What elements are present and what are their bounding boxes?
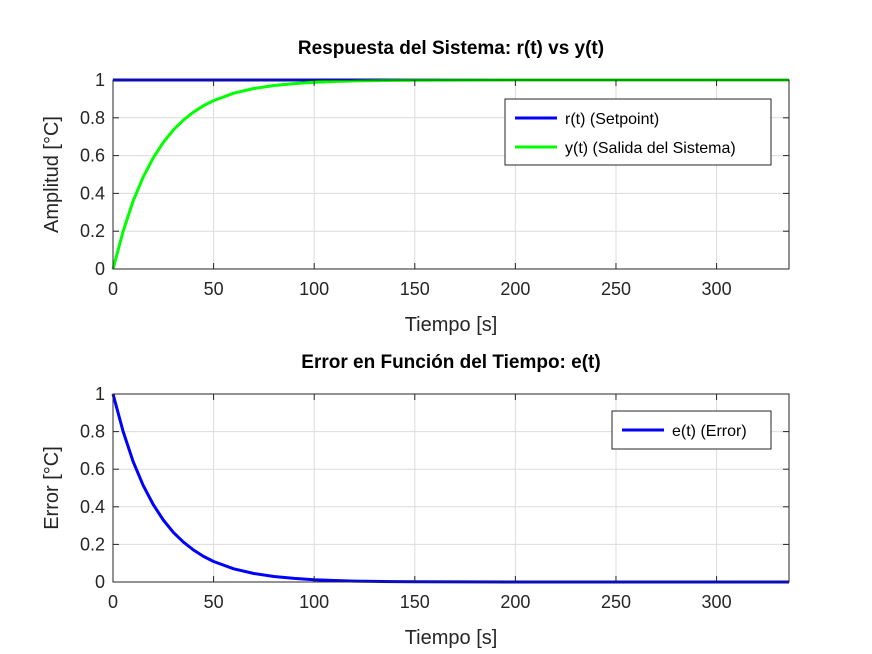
- x-tick-label: 200: [500, 592, 530, 612]
- x-axis-label-error: Tiempo [s]: [405, 627, 498, 649]
- y-tick-label: 0.2: [80, 221, 105, 241]
- x-tick-label: 0: [108, 279, 118, 299]
- y-tick-label: 1: [95, 384, 105, 404]
- x-tick-label: 150: [400, 592, 430, 612]
- x-tick-label: 200: [500, 279, 530, 299]
- x-tick-label: 50: [204, 279, 224, 299]
- y-axis-label-error: Error [°C]: [41, 446, 63, 530]
- ticks-error: 0 50 100 150 200 250 300 0 0.2 0.4 0.6 0.8 1: [80, 384, 789, 612]
- x-tick-label: 50: [204, 592, 224, 612]
- chart-title-response: Respuesta del Sistema: r(t) vs y(t): [298, 38, 604, 59]
- y-axis-label-response: Amplitud [°C]: [41, 116, 63, 233]
- x-tick-label: 150: [400, 279, 430, 299]
- axes-frame-response: [112, 79, 790, 270]
- y-tick-label: 0: [95, 572, 105, 592]
- y-tick-label: 0.4: [80, 183, 105, 203]
- x-tick-label: 0: [108, 592, 118, 612]
- legend-entry: r(t) (Setpoint): [565, 111, 659, 128]
- y-tick-label: 0.4: [80, 497, 105, 517]
- y-tick-label: 0.8: [80, 422, 105, 442]
- axes-frame-error: [112, 393, 790, 583]
- legend-error: e(t) (Error): [611, 410, 772, 450]
- x-tick-label: 250: [601, 279, 631, 299]
- y-tick-label: 0: [95, 259, 105, 279]
- x-tick-label: 300: [702, 279, 732, 299]
- x-tick-label: 100: [299, 279, 329, 299]
- x-axis-label-response: Tiempo [s]: [405, 314, 498, 336]
- ticks-response: 0 50 100 150 200 250 300 0 0.2 0.4 0.6 0.8 1: [80, 70, 789, 299]
- legend-box: [504, 98, 772, 166]
- legend-entry: e(t) (Error): [672, 423, 747, 440]
- legend-response: r(t) (Setpoint) y(t) (Salida del Sistema): [504, 98, 772, 166]
- x-tick-label: 100: [299, 592, 329, 612]
- chart-title-error: Error en Función del Tiempo: e(t): [301, 352, 600, 373]
- y-tick-label: 1: [95, 70, 105, 90]
- legend-entry: y(t) (Salida del Sistema): [565, 140, 736, 157]
- y-tick-label: 0.2: [80, 534, 105, 554]
- subplot-response: 0 50 100 150 200 250 300 0 0.2 0.4 0.6 0.8 1 Respues…: [41, 38, 790, 336]
- y-tick-label: 0.6: [80, 146, 105, 166]
- x-tick-label: 250: [601, 592, 631, 612]
- y-tick-label: 0.6: [80, 459, 105, 479]
- x-tick-label: 300: [702, 592, 732, 612]
- subplot-error: 0 50 100 150 200 250 300 0 0.2 0.4 0.6 0.8 1 Error e…: [41, 352, 790, 649]
- y-tick-label: 0.8: [80, 108, 105, 128]
